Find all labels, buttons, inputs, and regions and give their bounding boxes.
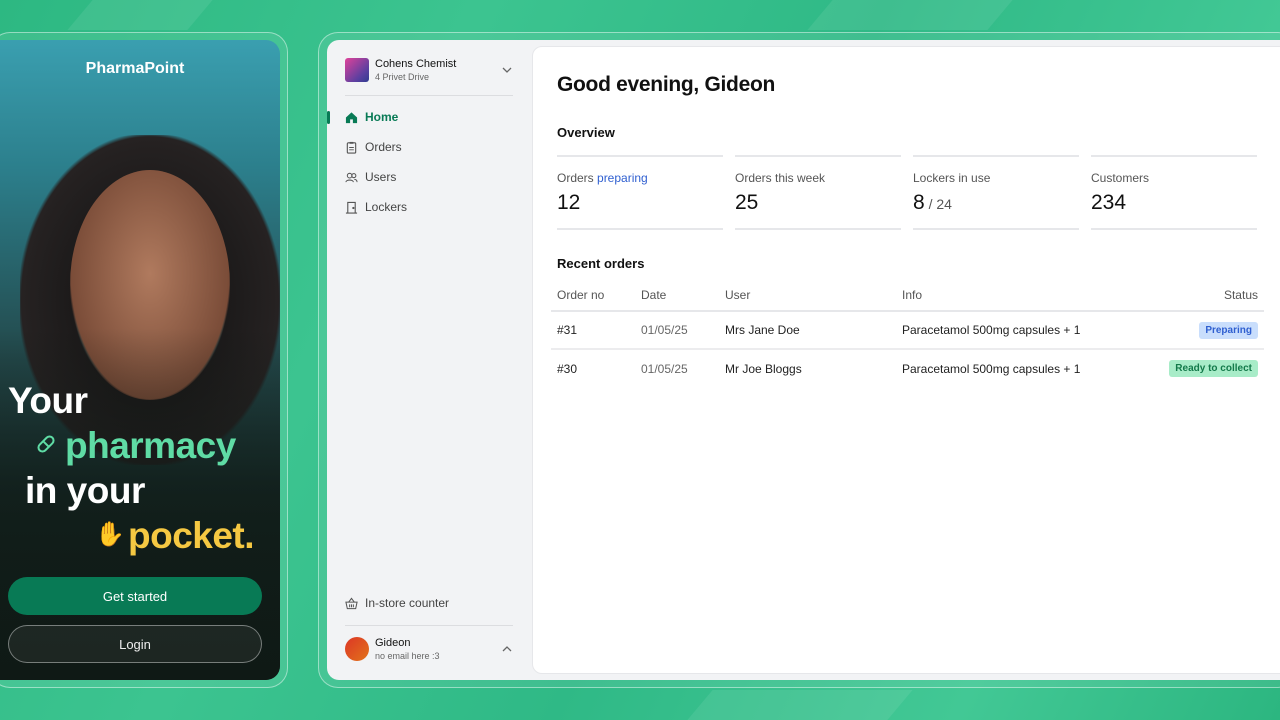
stat-orders-this-week: Orders this week 25 xyxy=(735,155,901,230)
sidebar-item-home[interactable]: Home xyxy=(345,110,398,124)
basket-icon xyxy=(345,597,358,609)
home-icon xyxy=(345,111,358,123)
door-icon xyxy=(345,201,358,214)
sidebar-item-users[interactable]: Users xyxy=(345,170,396,184)
in-store-counter-button[interactable]: In-store counter xyxy=(345,596,449,610)
status-badge: Ready to collect xyxy=(1169,360,1258,377)
headline-line-3: in your xyxy=(25,470,145,511)
store-name: Cohens Chemist xyxy=(375,58,457,70)
page-title: Good evening, Gideon xyxy=(557,73,776,96)
stat-customers: Customers 234 xyxy=(1091,155,1257,230)
active-indicator xyxy=(327,111,330,124)
pill-icon xyxy=(37,435,55,453)
preparing-link[interactable]: preparing xyxy=(597,171,648,185)
brand-logo: PharmaPoint xyxy=(85,60,185,77)
user-name: Gideon xyxy=(375,637,411,649)
waving-hand-icon: ✋ xyxy=(95,521,125,548)
mobile-app-preview: PharmaPoint Your pharmacy in your ✋ pock… xyxy=(0,40,280,680)
headline-line-1: Your xyxy=(8,380,88,421)
login-button[interactable]: Login xyxy=(8,625,262,663)
stat-lockers-in-use: Lockers in use 8 / 24 xyxy=(913,155,1079,230)
recent-orders-heading: Recent orders xyxy=(557,256,645,271)
headline-line-4: pocket. xyxy=(128,515,255,556)
main-content: Good evening, Gideon Overview Orders pre… xyxy=(532,46,1280,674)
user-menu[interactable]: Gideon no email here :3 xyxy=(345,637,513,661)
get-started-button[interactable]: Get started xyxy=(8,577,262,615)
chevron-down-icon xyxy=(502,67,512,73)
avatar xyxy=(345,637,369,661)
overview-heading: Overview xyxy=(557,125,615,140)
sidebar-item-orders[interactable]: Orders xyxy=(345,140,402,154)
user-email: no email here :3 xyxy=(375,651,440,661)
stat-orders-preparing[interactable]: Orders preparing 12 xyxy=(557,155,723,230)
recent-orders-table: Order no Date User Info Status #31 01/05… xyxy=(551,279,1264,387)
chevron-up-icon xyxy=(502,646,512,652)
table-row[interactable]: #31 01/05/25 Mrs Jane Doe Paracetamol 50… xyxy=(551,311,1264,350)
store-address: 4 Privet Drive xyxy=(375,72,430,82)
store-switcher[interactable]: Cohens Chemist 4 Privet Drive xyxy=(345,58,513,82)
sidebar: Cohens Chemist 4 Privet Drive Home Order… xyxy=(327,40,532,680)
users-icon xyxy=(345,172,358,182)
sidebar-item-lockers[interactable]: Lockers xyxy=(345,200,407,214)
store-logo xyxy=(345,58,369,82)
clipboard-icon xyxy=(346,141,357,154)
headline-line-2: pharmacy xyxy=(65,425,236,466)
status-badge: Preparing xyxy=(1199,321,1258,339)
table-row[interactable]: #30 01/05/25 Mr Joe Bloggs Paracetamol 5… xyxy=(551,349,1264,387)
